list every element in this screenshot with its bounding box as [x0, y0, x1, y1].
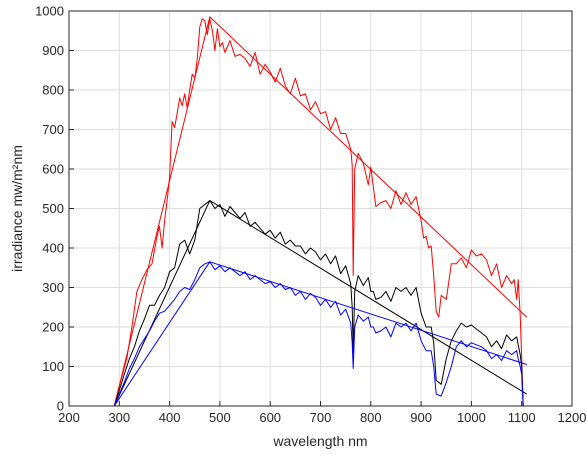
axis-ticks: 200 300 400 500 600 700 800 900 1000 1100 1200 0 100… — [35, 4, 586, 426]
y-tick-label: 100 — [42, 359, 64, 374]
y-tick-label: 900 — [42, 43, 64, 58]
y-tick-label: 200 — [42, 320, 64, 335]
x-tick-label: 400 — [159, 410, 181, 425]
x-tick-label: 1100 — [508, 410, 536, 425]
x-tick-label: 300 — [108, 410, 130, 425]
y-tick-label: 300 — [42, 280, 64, 295]
red-fit-line — [113, 16, 528, 407]
x-tick-label: 1200 — [558, 410, 586, 425]
x-tick-label: 800 — [360, 410, 382, 425]
y-tick-label: 500 — [42, 201, 64, 216]
grid-lines — [68, 10, 573, 407]
y-axis-label: irradiance mw/m²nm — [9, 145, 25, 272]
y-tick-label: 800 — [42, 83, 64, 98]
y-tick-label: 0 — [57, 399, 64, 414]
blue-spectrum-line — [113, 261, 524, 407]
y-tick-label: 700 — [42, 122, 64, 137]
x-axis-label: wavelength nm — [272, 433, 367, 449]
y-tick-label: 1000 — [35, 4, 64, 19]
y-tick-label: 400 — [42, 241, 64, 256]
x-tick-label: 200 — [58, 410, 80, 425]
series-layer — [113, 16, 528, 407]
black-spectrum-line — [113, 200, 524, 407]
blue-fit-line — [113, 261, 527, 407]
x-tick-label: 1000 — [457, 410, 486, 425]
x-tick-label: 600 — [259, 410, 281, 425]
black-fit-line — [113, 200, 527, 407]
y-tick-label: 600 — [42, 162, 64, 177]
red-spectrum-line — [113, 18, 524, 407]
x-tick-label: 500 — [209, 410, 231, 425]
x-tick-label: 700 — [310, 410, 332, 425]
x-tick-label: 900 — [410, 410, 432, 425]
